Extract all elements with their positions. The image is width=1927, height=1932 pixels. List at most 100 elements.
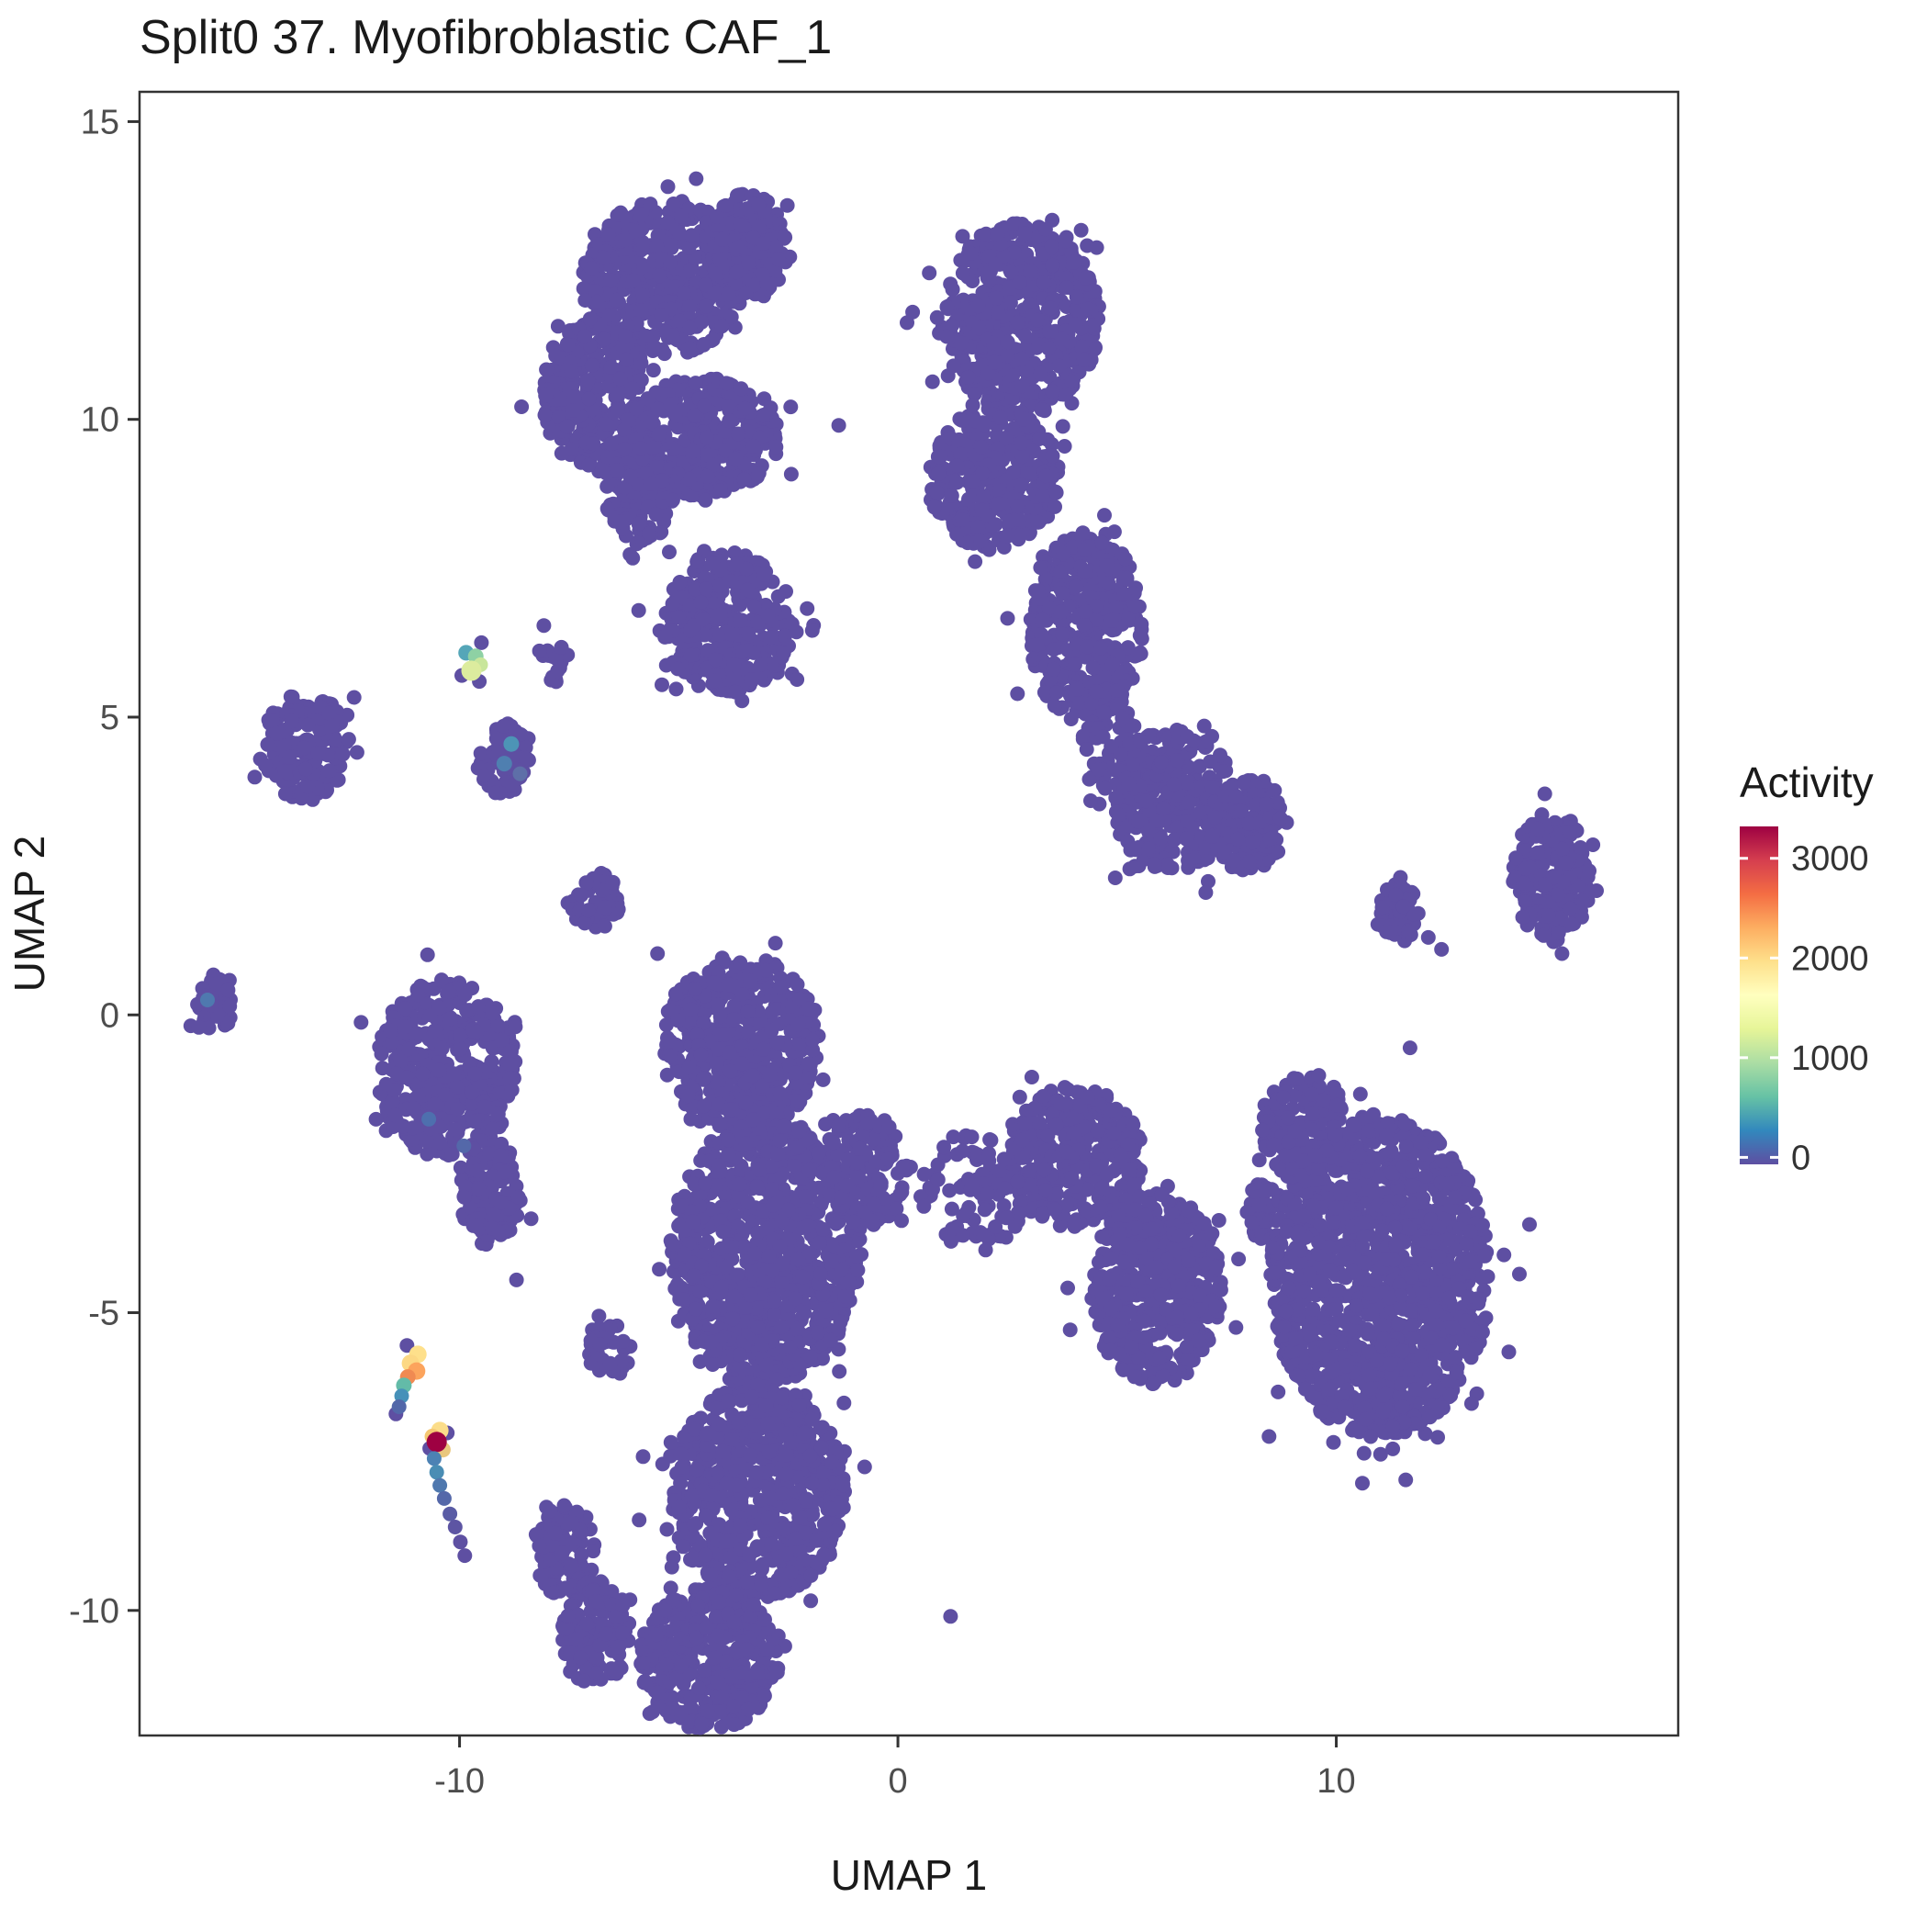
data-point (1551, 887, 1565, 902)
data-point (741, 627, 756, 642)
data-point (1013, 275, 1027, 289)
data-point (1383, 926, 1397, 940)
data-point (1108, 791, 1123, 805)
data-point (986, 336, 1001, 351)
data-point (453, 1041, 467, 1056)
data-point (1001, 611, 1015, 625)
data-point (1045, 239, 1059, 253)
data-point (469, 1025, 484, 1039)
data-point (248, 769, 263, 784)
data-point (1014, 352, 1029, 366)
data-point (311, 747, 326, 761)
data-point (1079, 271, 1093, 286)
data-point (457, 1190, 472, 1205)
data-point (1121, 612, 1136, 626)
data-point (1030, 313, 1045, 328)
data-point (1213, 747, 1227, 762)
data-point (1033, 560, 1048, 575)
data-point (585, 261, 599, 275)
data-point (1245, 835, 1260, 849)
data-point (1100, 558, 1115, 573)
data-point (1148, 857, 1162, 871)
data-point (435, 1041, 450, 1056)
data-point (709, 266, 723, 281)
data-point (375, 1061, 390, 1075)
scatter-points (184, 172, 1604, 1735)
data-point (991, 306, 1005, 320)
data-point (555, 640, 569, 655)
data-point (598, 900, 612, 915)
data-point (502, 1057, 517, 1072)
data-point (956, 512, 970, 527)
data-point (604, 437, 619, 452)
data-point (1035, 489, 1049, 503)
data-point (1115, 711, 1129, 725)
data-point (596, 251, 611, 265)
data-point (577, 915, 592, 930)
data-point (282, 750, 297, 765)
data-point (1538, 787, 1552, 802)
data-point (1070, 682, 1085, 697)
data-point (965, 474, 980, 489)
data-point (564, 364, 578, 378)
data-point (384, 1024, 398, 1039)
data-point (560, 420, 575, 434)
data-point (625, 381, 640, 396)
data-point (514, 399, 529, 414)
data-point (538, 408, 553, 422)
data-point (1054, 331, 1069, 346)
data-point (729, 264, 744, 279)
data-point (220, 983, 235, 997)
data-point (222, 999, 237, 1014)
data-point (1237, 775, 1251, 790)
data-point (406, 1120, 420, 1135)
data-point (689, 172, 703, 186)
data-point (443, 1011, 458, 1026)
data-point (487, 1208, 501, 1222)
data-point (1015, 449, 1030, 464)
data-point (470, 1163, 485, 1178)
data-point (976, 489, 991, 503)
data-point (536, 618, 551, 633)
data-point (991, 227, 1005, 242)
data-point (1156, 802, 1171, 816)
data-point (604, 360, 619, 375)
data-point (777, 646, 791, 660)
data-point (1552, 926, 1566, 940)
data-point (1574, 840, 1588, 855)
data-point (1018, 329, 1033, 343)
data-point (1508, 850, 1523, 865)
data-point (1005, 466, 1020, 480)
data-point (1205, 829, 1220, 844)
data-point (666, 328, 680, 343)
data-point (734, 693, 749, 708)
data-point (420, 948, 435, 962)
data-point (1047, 642, 1061, 657)
data-point (925, 375, 940, 389)
data-point (1179, 832, 1193, 847)
data-point (1273, 811, 1288, 826)
data-point (1043, 300, 1058, 315)
data-point (1081, 639, 1095, 654)
data-point (728, 452, 743, 466)
data-point (1045, 384, 1059, 399)
data-point (699, 299, 713, 314)
data-point (927, 500, 942, 514)
data-point (751, 197, 766, 212)
data-point (1076, 729, 1091, 744)
data-point (993, 410, 1008, 425)
data-point (1093, 641, 1108, 656)
data-point (805, 623, 820, 638)
data-point (922, 265, 936, 280)
data-point (633, 441, 648, 455)
data-point (1198, 885, 1213, 900)
data-point (682, 341, 697, 355)
data-point (1076, 525, 1091, 540)
data-point (756, 236, 771, 251)
data-point (1242, 854, 1257, 869)
data-point (771, 252, 786, 266)
data-point (350, 745, 364, 759)
data-point (761, 609, 776, 623)
data-point (713, 483, 728, 498)
data-point (999, 431, 1014, 445)
